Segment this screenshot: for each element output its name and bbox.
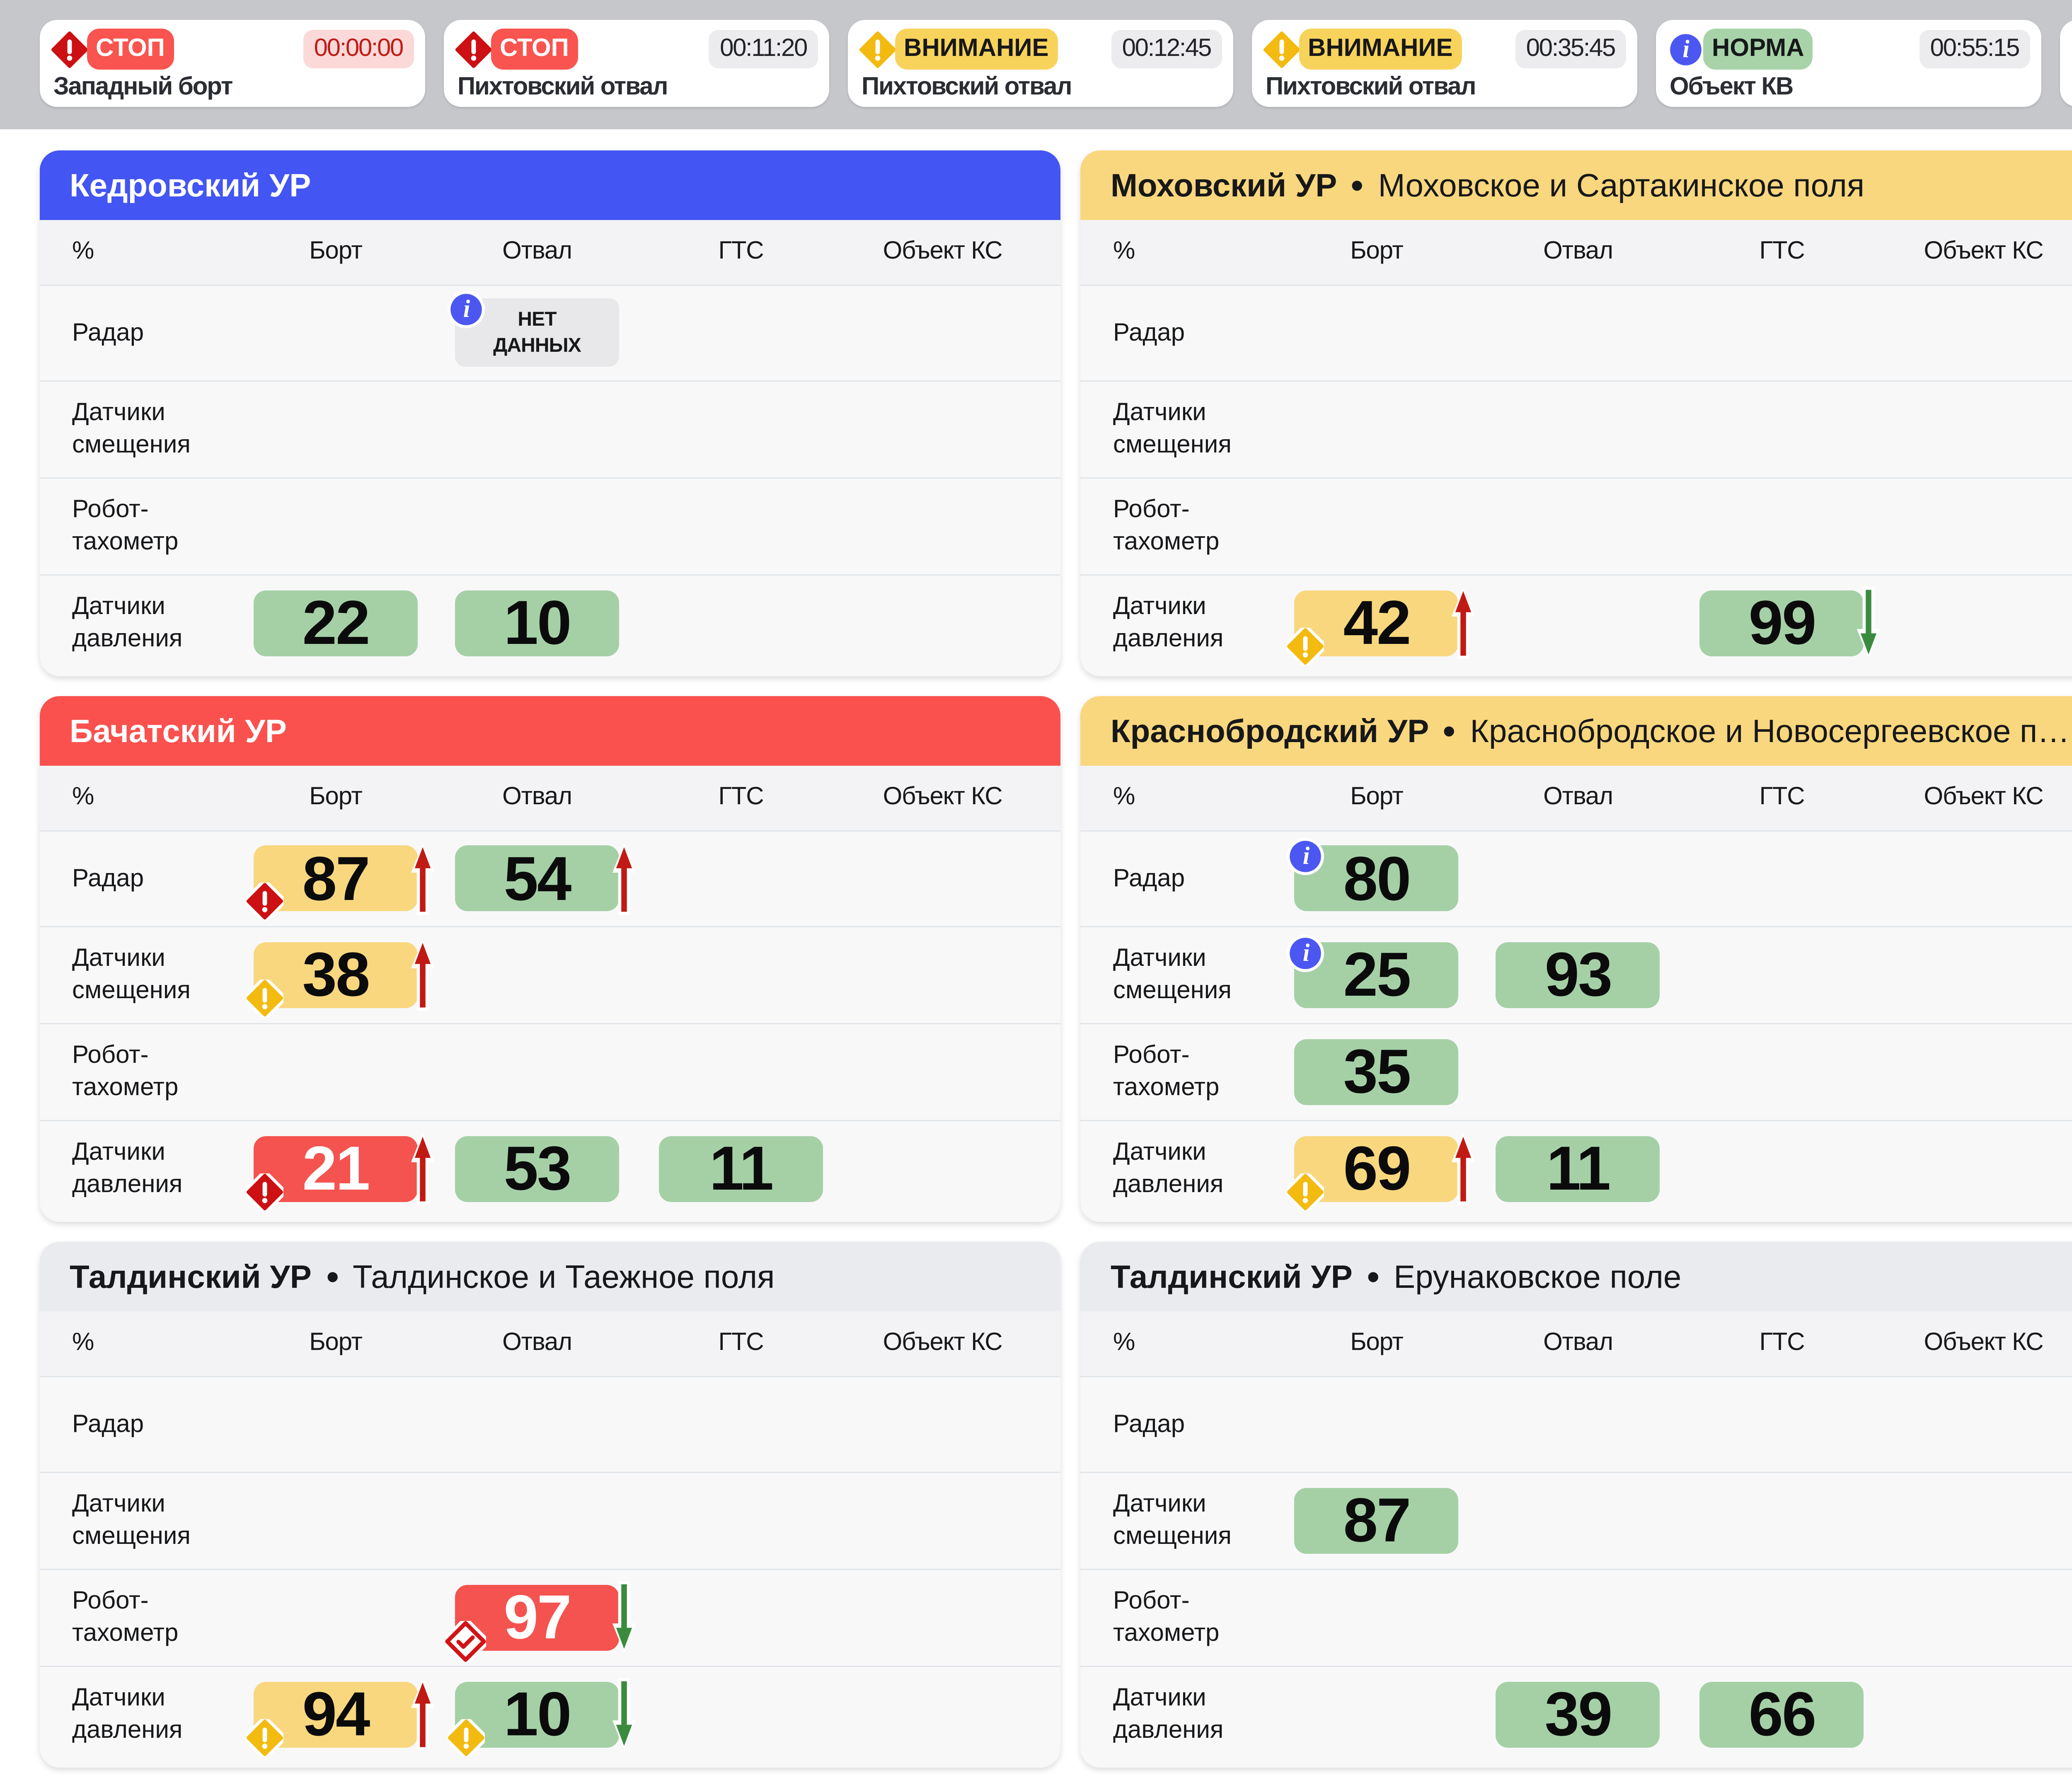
svg-text:i: i xyxy=(463,295,470,322)
svg-text:i: i xyxy=(1682,35,1690,62)
